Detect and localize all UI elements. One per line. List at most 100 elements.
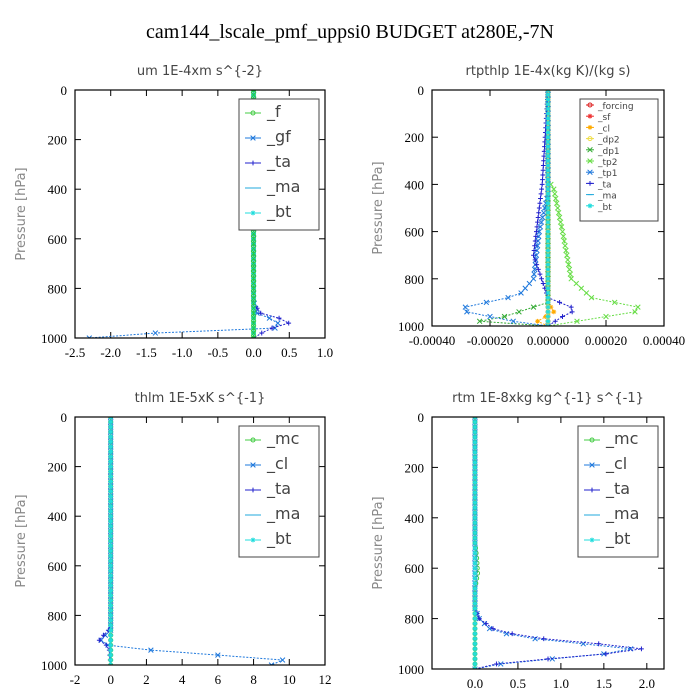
- data-point: [509, 631, 515, 637]
- data-point: [535, 318, 540, 324]
- data-point: [505, 294, 511, 301]
- data-point: [545, 295, 551, 301]
- data-point: [108, 474, 114, 479]
- legend-marker: [587, 125, 593, 130]
- data-point: [472, 475, 478, 480]
- data-point: [250, 315, 257, 321]
- x-tick-label: -0.00040: [409, 333, 456, 348]
- legend-entry-ma: _ma: [245, 177, 300, 197]
- legend-entry-ta: _ta: [584, 479, 630, 499]
- legend-label: _cl: [597, 124, 610, 134]
- data-point: [548, 304, 554, 310]
- data-point: [545, 120, 551, 126]
- data-point: [545, 139, 551, 145]
- legend-entry-cl: _cl: [245, 454, 288, 474]
- data-point: [472, 459, 478, 465]
- legend-label: _dp1: [597, 147, 620, 157]
- data-point: [275, 320, 281, 326]
- y-tick-label: 200: [48, 133, 68, 148]
- data-point: [545, 656, 551, 662]
- data-point: [562, 243, 568, 249]
- legend-label: _forcing: [597, 102, 634, 112]
- data-point: [108, 637, 114, 643]
- legend-box: [579, 98, 659, 222]
- data-point: [557, 300, 562, 305]
- plot-frame: [431, 416, 665, 670]
- legend-entry-mc: _mc: [584, 429, 638, 449]
- data-point: [108, 503, 114, 509]
- data-point: [540, 163, 546, 168]
- data-point: [472, 424, 478, 430]
- data-point: [276, 315, 282, 321]
- data-point: [487, 313, 493, 320]
- data-point: [286, 320, 292, 326]
- data-point: [472, 636, 478, 642]
- data-point: [483, 621, 489, 627]
- data-point: [537, 271, 543, 277]
- legend-marker: [587, 147, 593, 153]
- legend-entry-ma: _ma: [586, 192, 617, 202]
- data-point: [472, 575, 478, 581]
- legend-entry-sf: _sf: [586, 113, 611, 123]
- data-point: [533, 252, 540, 258]
- data-point: [545, 130, 551, 135]
- data-point: [250, 250, 257, 257]
- data-point: [108, 642, 114, 648]
- data-point: [266, 315, 273, 321]
- y-tick-label: 400: [405, 177, 425, 192]
- panel-title: rtpthlp 1E-4x(kg K)/(kg s): [466, 64, 631, 79]
- legend-entry-f: _f: [245, 102, 281, 122]
- data-point: [554, 205, 561, 211]
- x-tick-label: 2.0: [639, 676, 655, 691]
- data-point: [472, 585, 478, 591]
- data-point: [108, 617, 114, 623]
- data-point: [472, 535, 478, 541]
- data-point: [108, 647, 114, 653]
- legend-entry-cl: _cl: [584, 454, 627, 474]
- data-point: [545, 115, 551, 121]
- data-point: [472, 454, 478, 460]
- data-point: [611, 299, 618, 306]
- y-tick-label: 400: [48, 182, 68, 197]
- data-point: [96, 637, 102, 643]
- data-point: [564, 257, 571, 263]
- data-point: [472, 530, 478, 536]
- data-point: [545, 219, 551, 225]
- x-tick-label: 2: [143, 672, 150, 687]
- legend-marker: [250, 160, 256, 166]
- data-point: [250, 245, 257, 252]
- data-point: [250, 310, 257, 316]
- y-tick-label: 600: [405, 561, 425, 576]
- legend-marker: [589, 462, 595, 468]
- data-point: [108, 508, 114, 514]
- data-point: [108, 603, 114, 608]
- data-point: [108, 563, 114, 569]
- legend-marker: [589, 537, 595, 543]
- data-point: [541, 153, 547, 159]
- legend-label: _ta: [597, 180, 612, 190]
- data-point: [545, 309, 551, 315]
- data-point: [472, 485, 478, 490]
- x-tick-label: 6: [215, 672, 222, 687]
- legend-marker: [250, 110, 256, 116]
- data-point: [518, 290, 524, 296]
- data-point: [250, 300, 257, 307]
- data-point: [545, 229, 551, 234]
- data-point: [532, 257, 538, 263]
- y-axis-label: Pressure [hPa]: [14, 494, 29, 587]
- series-bt: [545, 90, 551, 326]
- legend-label: _ma: [266, 177, 300, 197]
- data-point: [545, 101, 551, 107]
- data-point: [108, 498, 114, 504]
- y-tick-label: 200: [48, 460, 68, 475]
- data-point: [108, 429, 114, 435]
- data-point: [540, 281, 546, 286]
- y-axis-label: Pressure [hPa]: [371, 161, 386, 254]
- data-point: [538, 196, 543, 201]
- legend-label: _ma: [266, 504, 300, 524]
- data-point: [108, 588, 114, 593]
- data-point: [532, 243, 538, 249]
- legend-marker: [589, 437, 595, 443]
- plot-frame: [431, 89, 665, 327]
